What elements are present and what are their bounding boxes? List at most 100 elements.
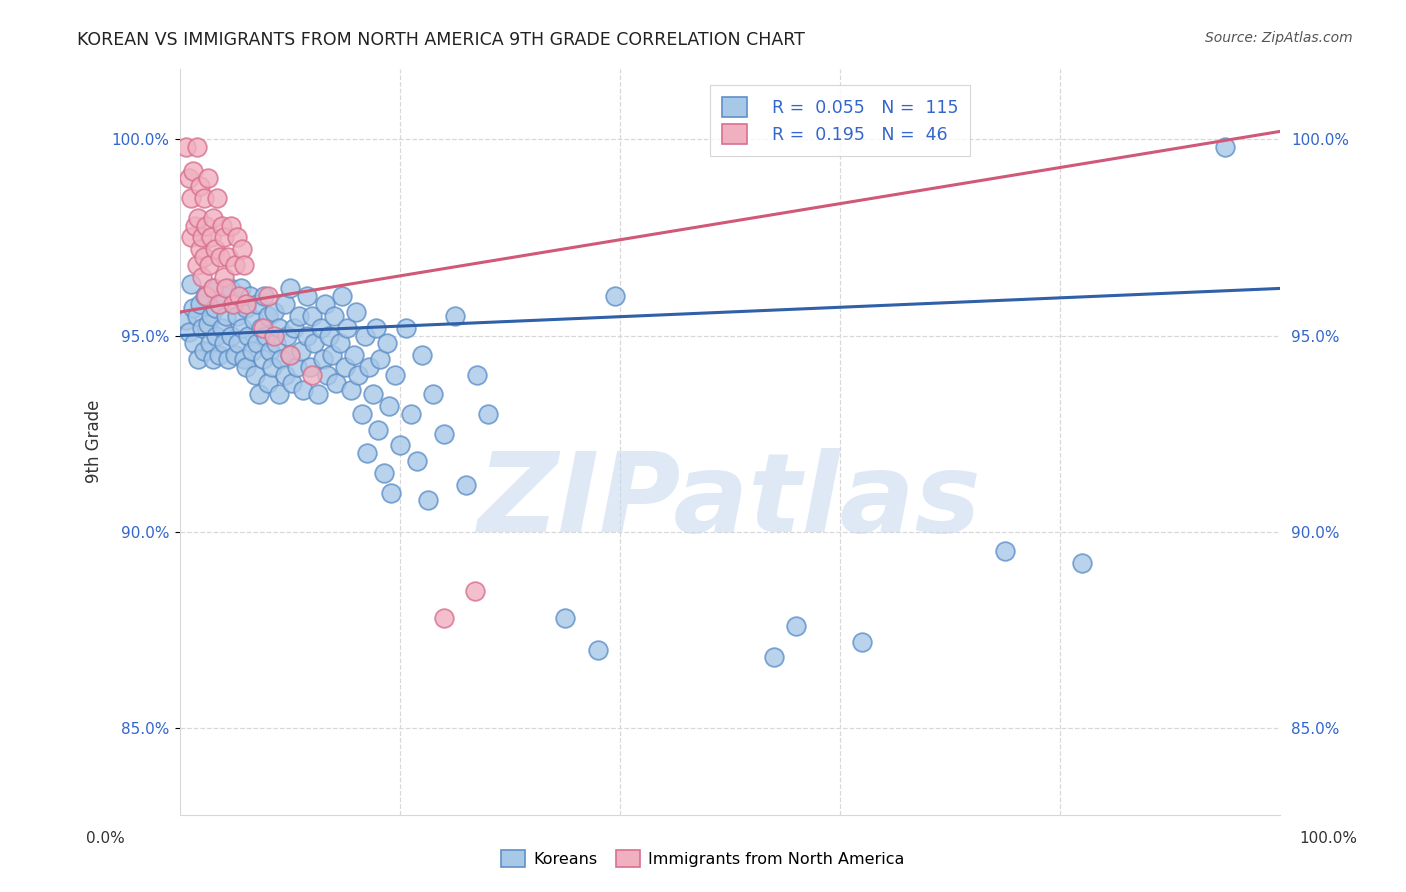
Point [422,387,444,401]
Point [411,348,433,362]
Point [235,297,257,311]
Point [330,289,353,303]
Point [177,171,200,186]
Point [177,325,200,339]
Point [304,336,326,351]
Point [202,211,225,225]
Point [246,297,269,311]
Point [267,320,290,334]
Point [264,336,287,351]
Point [405,454,427,468]
Point [295,328,318,343]
Point [367,423,389,437]
Point [193,191,215,205]
Point [373,466,395,480]
Point [235,359,257,374]
Point [217,352,239,367]
Point [384,368,406,382]
Point [250,320,273,334]
Point [994,544,1017,558]
Point [187,352,209,367]
Point [763,650,786,665]
Point [433,426,456,441]
Point [207,191,229,205]
Point [456,477,478,491]
Point [186,140,208,154]
Legend:   R =  0.055   N =  115,   R =  0.195   N =  46: R = 0.055 N = 115, R = 0.195 N = 46 [710,85,970,156]
Point [257,309,280,323]
Point [295,289,318,303]
Point [174,313,197,327]
Point [200,309,222,323]
Point [243,368,266,382]
Point [325,376,347,390]
Point [464,583,486,598]
Point [180,191,202,205]
Point [247,387,270,401]
Point [301,309,323,323]
Point [212,289,235,303]
Point [219,219,242,233]
Point [180,277,202,292]
Point [316,368,339,382]
Point [263,328,285,343]
Point [477,407,499,421]
Point [270,352,292,367]
Point [211,219,233,233]
Point [262,359,284,374]
Point [252,352,274,367]
Point [785,619,807,633]
Point [323,309,346,323]
Point [444,309,467,323]
Point [257,289,280,303]
Point [433,611,456,625]
Point [186,309,208,323]
Point [215,281,238,295]
Point [228,289,250,303]
Point [197,258,219,272]
Point [273,297,295,311]
Point [183,336,205,351]
Point [194,289,217,303]
Point [290,344,312,359]
Point [336,320,359,334]
Point [222,297,245,311]
Point [228,336,250,351]
Point [195,219,218,233]
Point [205,328,228,343]
Point [184,219,207,233]
Point [224,258,246,272]
Legend: Koreans, Immigrants from North America: Koreans, Immigrants from North America [495,843,911,873]
Point [350,407,373,421]
Point [191,230,214,244]
Point [186,258,208,272]
Point [278,348,301,362]
Point [301,368,323,382]
Point [263,305,285,319]
Point [276,328,298,343]
Point [347,368,370,382]
Point [212,269,235,284]
Point [222,297,245,311]
Point [416,493,439,508]
Point [285,359,308,374]
Point [191,269,214,284]
Point [333,359,356,374]
Text: ZIPatlas: ZIPatlas [478,448,983,555]
Text: 100.0%: 100.0% [1299,831,1358,846]
Point [224,348,246,362]
Point [188,179,211,194]
Point [252,320,274,334]
Point [1071,556,1094,570]
Point [193,250,215,264]
Point [181,301,204,315]
Point [215,309,238,323]
Point [195,289,218,303]
Point [253,289,276,303]
Point [321,348,343,362]
Point [554,611,576,625]
Point [226,309,249,323]
Text: Source: ZipAtlas.com: Source: ZipAtlas.com [1205,31,1353,45]
Text: 0.0%: 0.0% [86,831,125,846]
Point [288,309,311,323]
